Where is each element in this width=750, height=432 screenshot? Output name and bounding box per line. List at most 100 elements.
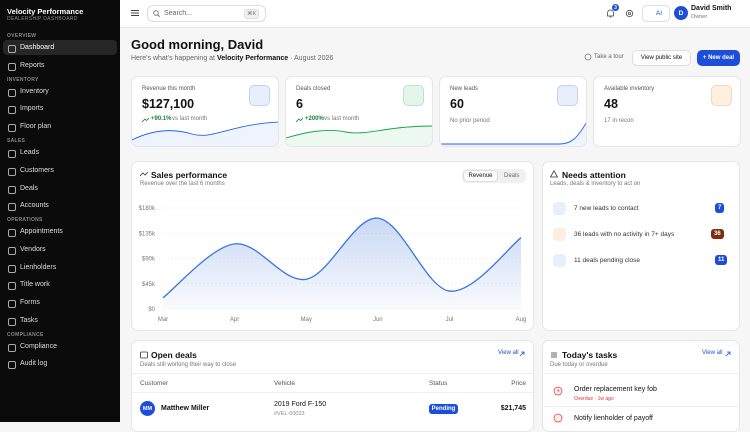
card-title: Open deals [151, 350, 197, 360]
view-all[interactable]: View all [702, 350, 723, 356]
user-name: David Smith [691, 5, 732, 12]
kpi-card: Deals closed 6 +200% vs last month [285, 76, 433, 147]
nav-icon [8, 45, 16, 53]
nav-icon [8, 167, 16, 176]
nav-icon [8, 300, 16, 308]
topbar: Search... ⌘K 3 AI D David Smith Owner [120, 0, 750, 28]
tour-link[interactable]: Take a tour [594, 54, 624, 60]
brand: Velocity Performance [7, 7, 84, 16]
avatar[interactable]: D [674, 6, 688, 20]
nav-icon [8, 229, 16, 238]
nav-item[interactable]: Reports [20, 61, 45, 69]
task-title[interactable]: Order replacement key fob [574, 386, 657, 393]
trend-icon [140, 171, 148, 177]
subtitle-suffix: · August 2026 [290, 55, 334, 62]
task-title[interactable]: Notify lienholder of payoff [574, 415, 653, 422]
section-label: OVERVIEW [7, 33, 37, 39]
tasks-icon [551, 352, 557, 358]
item-icon [553, 254, 566, 267]
nav-item[interactable]: Imports [20, 105, 44, 113]
kpi-value: 60 [450, 97, 464, 111]
nav-item[interactable]: Compliance [20, 342, 57, 350]
clock-icon [553, 386, 563, 396]
kpi-change: +90.1% [151, 116, 172, 122]
count-badge: 7 [715, 203, 725, 213]
public-site-button[interactable]: View public site [632, 50, 691, 66]
nav-item[interactable]: Inventory [20, 87, 49, 95]
nav-icon [8, 343, 16, 352]
divider [132, 373, 533, 374]
nav-item[interactable]: Audit log [20, 360, 48, 368]
arrow-icon [725, 351, 731, 357]
status-badge: Pending [429, 404, 458, 414]
nav-item[interactable]: Lienholders [20, 263, 57, 271]
nav-item[interactable]: Accounts [20, 202, 49, 210]
tab[interactable]: Deals [504, 173, 520, 179]
warning-icon [550, 170, 558, 178]
tab-active[interactable]: Revenue [463, 170, 498, 182]
section-label: SALES [7, 138, 26, 145]
bell-icon[interactable] [606, 9, 615, 18]
column-header: Vehicle [274, 380, 295, 387]
view-all[interactable]: View all [498, 350, 519, 356]
search-box[interactable]: Search... ⌘K [147, 5, 266, 22]
nav-item[interactable]: Deals [20, 184, 38, 192]
item-icon [553, 202, 566, 215]
search-placeholder: Search... [164, 10, 193, 17]
header-subtitle: Here's what's happening at Velocity Perf… [131, 55, 333, 62]
ai-button[interactable]: AI [642, 5, 670, 22]
nav-icon [8, 317, 16, 326]
new-deal-button[interactable]: + New deal [697, 50, 740, 66]
settings-icon[interactable] [625, 9, 634, 18]
y-tick-label: $180k [139, 206, 156, 212]
customer-avatar: MM [140, 401, 155, 416]
tab-group: Revenue Deals [462, 169, 526, 183]
column-header: Price [511, 380, 526, 387]
nav-item[interactable]: Dashboard [20, 44, 55, 51]
kpi-value: 48 [604, 97, 618, 111]
nav-icon [8, 62, 16, 71]
kpi-label: New leads [450, 86, 479, 92]
button-label: View public site [640, 55, 683, 61]
x-tick-label: Aug [516, 317, 527, 323]
divider [543, 373, 739, 374]
kpi-note: No prior period [450, 118, 490, 124]
kpi-icon [249, 85, 270, 106]
nav-item[interactable]: Vendors [20, 245, 46, 253]
nav-item[interactable]: Forms [20, 299, 40, 306]
nav-icon [8, 185, 16, 194]
nav-item[interactable]: Appointments [20, 228, 63, 236]
item-text[interactable]: 7 new leads to contact [574, 205, 639, 212]
sparkline [286, 125, 432, 146]
x-tick-label: Jun [373, 317, 383, 323]
y-tick-label: $45k [142, 282, 156, 288]
sidebar: Velocity Performance DEALERSHIP DASHBOAR… [0, 0, 120, 422]
divider [543, 406, 739, 407]
nav-icon [8, 124, 16, 133]
nav-item[interactable]: Floor plan [20, 123, 52, 131]
sales-card: Sales performance Revenue over the last … [131, 161, 534, 331]
card-title: Needs attention [562, 170, 626, 180]
customer-name[interactable]: Matthew Miller [161, 405, 210, 412]
y-tick-label: $135k [139, 231, 156, 237]
x-tick-label: Jul [446, 317, 454, 323]
kpi-note: 17 in recon [604, 118, 634, 124]
kpi-icon [557, 85, 578, 106]
kpi-change: +200% [305, 116, 324, 122]
card-subtitle: Leads, deals & inventory to act on [550, 181, 641, 187]
nav-icon [8, 106, 16, 115]
divider [132, 392, 533, 393]
item-text[interactable]: 11 deals pending close [574, 257, 641, 264]
menu-icon[interactable] [131, 9, 139, 17]
nav-item[interactable]: Tasks [20, 316, 38, 324]
price: $21,745 [500, 405, 526, 412]
nav-item[interactable]: Customers [20, 166, 54, 174]
kpi-card: Revenue this month $127,100 +90.1% vs last … [131, 76, 279, 147]
nav-item[interactable]: Leads [20, 149, 40, 157]
count-badge: 11 [715, 255, 728, 265]
card-title: Sales performance [151, 170, 228, 180]
line [162, 217, 522, 299]
item-text[interactable]: 36 leads with no activity in 7+ days [574, 231, 675, 238]
card-title: Today's tasks [562, 350, 618, 360]
nav-item[interactable]: Title work [20, 281, 50, 289]
